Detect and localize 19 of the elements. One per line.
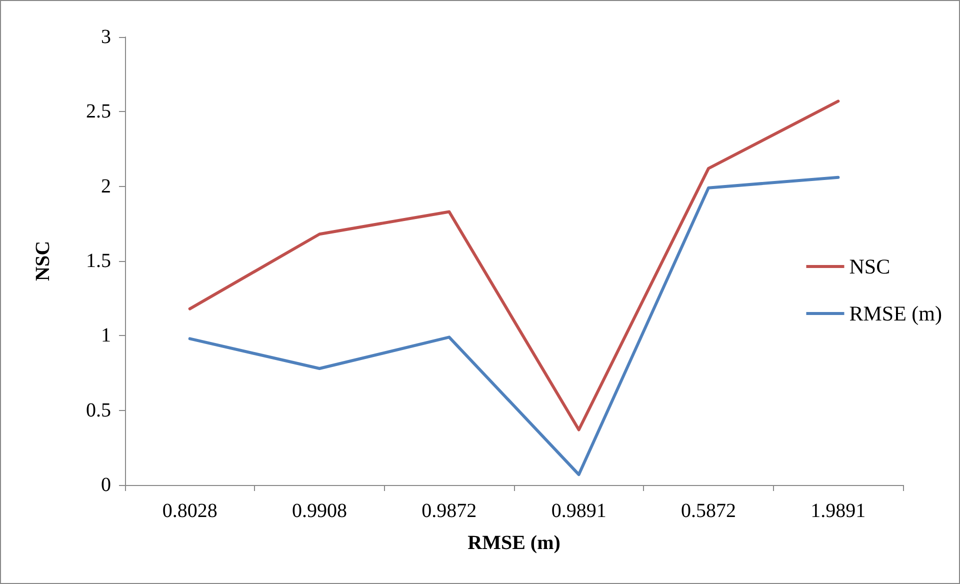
y-tick-label: 0 [101, 474, 111, 496]
y-tick-label: 1.5 [86, 250, 111, 272]
y-tick-label: 1 [101, 324, 111, 347]
legend-label: RMSE (m) [849, 302, 942, 326]
y-tick-label: 2.5 [86, 100, 111, 123]
x-tick-label: 1.9891 [810, 500, 866, 522]
y-axis-title: NSC [32, 240, 54, 282]
line-series [188, 100, 840, 432]
line-series [188, 176, 840, 476]
x-tick-label: 0.8028 [162, 500, 218, 522]
x-tick-label: 0.9908 [292, 500, 347, 522]
y-tick-label: 3 [101, 26, 111, 48]
x-tick-label: 0.9891 [551, 500, 606, 522]
x-axis-title: RMSE (m) [468, 532, 560, 554]
x-tick-label: 0.5872 [681, 500, 736, 522]
x-tick-label: 0.9872 [422, 500, 477, 522]
legend-label: NSC [849, 254, 890, 278]
y-tick-label: 0.5 [86, 399, 111, 422]
y-tick-label: 2 [101, 175, 111, 198]
